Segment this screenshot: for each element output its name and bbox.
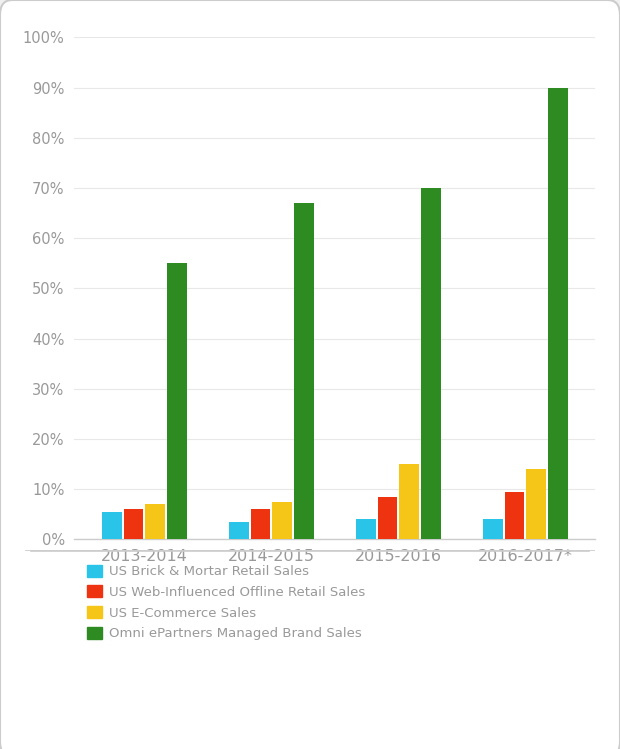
Bar — [526, 469, 546, 539]
Bar — [356, 519, 376, 539]
Bar — [145, 504, 165, 539]
Bar — [548, 88, 568, 539]
Bar — [229, 522, 249, 539]
Bar — [102, 512, 122, 539]
Bar — [505, 491, 525, 539]
Bar — [378, 497, 397, 539]
Bar — [421, 188, 441, 539]
Bar — [294, 203, 314, 539]
Bar — [272, 502, 292, 539]
Bar — [483, 519, 503, 539]
Bar — [250, 509, 270, 539]
Bar — [167, 263, 187, 539]
Bar — [123, 509, 143, 539]
Bar — [399, 464, 419, 539]
Legend: US Brick & Mortar Retail Sales, US Web-Influenced Offline Retail Sales, US E-Com: US Brick & Mortar Retail Sales, US Web-I… — [84, 561, 369, 644]
